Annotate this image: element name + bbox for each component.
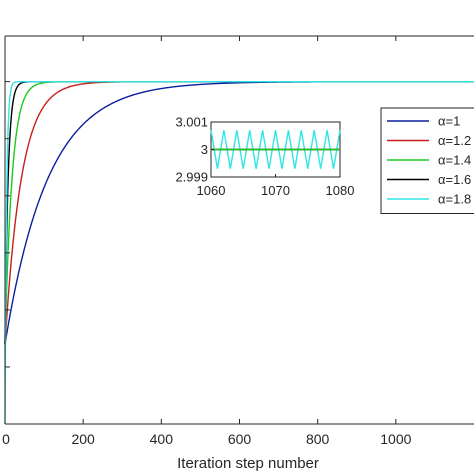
x-tick-label: 400 <box>150 431 174 447</box>
legend-label: α=1.4 <box>438 153 471 168</box>
main-axes: 0 200 400 600 800 1000 <box>2 35 474 447</box>
x-tick-label: 600 <box>228 431 252 447</box>
x-tick-label: 800 <box>306 431 330 447</box>
x-tick-label: 1000 <box>380 431 411 447</box>
x-tick-label: 200 <box>71 431 95 447</box>
legend-label: α=1 <box>438 114 460 129</box>
inset-y-tick-label: 3 <box>201 142 208 157</box>
legend-label: α=1.6 <box>438 172 471 187</box>
inset-x-tick-label: 1070 <box>261 183 290 198</box>
legend: α=1 α=1.2 α=1.4 α=1.6 α=1.8 <box>380 107 474 214</box>
x-tick-label: 0 <box>2 431 10 447</box>
legend-label: α=1.2 <box>438 133 471 148</box>
legend-label: α=1.8 <box>438 192 471 207</box>
inset-plot: 1060 1070 1080 2.999 3 3.001 <box>175 115 354 199</box>
inset-x-tick-label: 1060 <box>197 183 226 198</box>
inset-y-tick-label: 3.001 <box>175 115 208 130</box>
inset-y-tick-label: 2.999 <box>175 170 208 185</box>
inset-x-tick-label: 1080 <box>326 183 355 198</box>
series-line-4 <box>4 80 474 425</box>
inset-series-line-0 <box>210 130 341 169</box>
main-plot-lines <box>4 80 474 425</box>
x-axis-label: Iteration step number <box>177 455 319 472</box>
